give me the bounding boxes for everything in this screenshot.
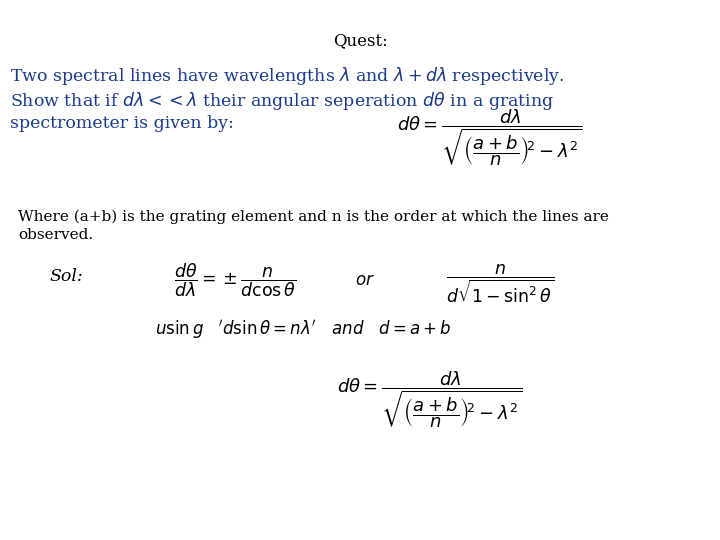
Text: $\mathit{or}$: $\mathit{or}$ xyxy=(355,272,375,289)
Text: $d\theta = \dfrac{d\lambda}{\sqrt{\left(\dfrac{a+b}{n}\right)^{\!2}-\lambda^{2}}: $d\theta = \dfrac{d\lambda}{\sqrt{\left(… xyxy=(397,108,582,168)
Text: $\dfrac{n}{d\sqrt{1-\sin^{2}\theta}}$: $\dfrac{n}{d\sqrt{1-\sin^{2}\theta}}$ xyxy=(446,262,554,305)
Text: Quest:: Quest: xyxy=(333,32,387,49)
Text: Show that if $d\lambda << \lambda$ their angular seperation $d\theta$ in a grati: Show that if $d\lambda << \lambda$ their… xyxy=(10,90,554,112)
Text: spectrometer is given by:: spectrometer is given by: xyxy=(10,115,234,132)
Text: $u\mathrm{sin}\,g$   $'d\sin\theta = n\lambda'$   $\mathit{and}$   $d=a+b$: $u\mathrm{sin}\,g$ $'d\sin\theta = n\lam… xyxy=(155,318,451,341)
Text: $d\theta = \dfrac{d\lambda}{\sqrt{\left(\dfrac{a+b}{n}\right)^{\!2}-\lambda^{2}}: $d\theta = \dfrac{d\lambda}{\sqrt{\left(… xyxy=(338,370,523,430)
Text: Where (a+b) is the grating element and n is the order at which the lines are: Where (a+b) is the grating element and n… xyxy=(18,210,609,225)
Text: $\dfrac{d\theta}{d\lambda} = \pm\dfrac{n}{d\cos\theta}$: $\dfrac{d\theta}{d\lambda} = \pm\dfrac{n… xyxy=(174,262,296,299)
Text: Two spectral lines have wavelengths $\lambda$ and $\lambda +d\lambda$ respective: Two spectral lines have wavelengths $\la… xyxy=(10,65,564,87)
Text: Sol:: Sol: xyxy=(50,268,84,285)
Text: observed.: observed. xyxy=(18,228,93,242)
